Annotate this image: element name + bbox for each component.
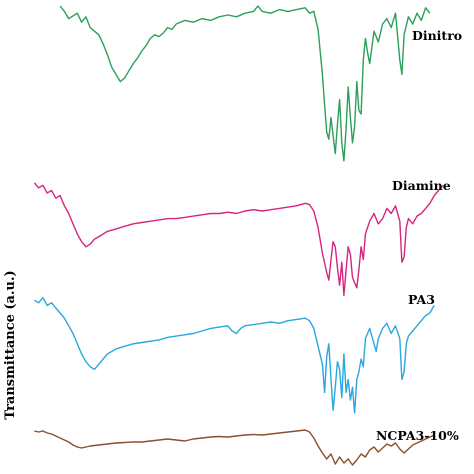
series-label-ncpa3-10-: NCPA3-10% <box>376 428 459 443</box>
series-label-diamine: Diamine <box>392 178 451 193</box>
series-line-diamine <box>33 182 444 297</box>
series-labels: Dinitro Diamine PA3 NCPA3-10% <box>376 28 462 443</box>
series-line-ncpa3-10- <box>34 429 435 466</box>
series-lines <box>33 5 444 466</box>
y-axis-label: Transmittance (a.u.) <box>3 270 18 420</box>
series-line-pa3 <box>33 297 435 414</box>
series-label-pa3: PA3 <box>408 292 435 307</box>
series-line-dinitro <box>59 5 431 162</box>
series-label-dinitro: Dinitro <box>412 28 462 43</box>
